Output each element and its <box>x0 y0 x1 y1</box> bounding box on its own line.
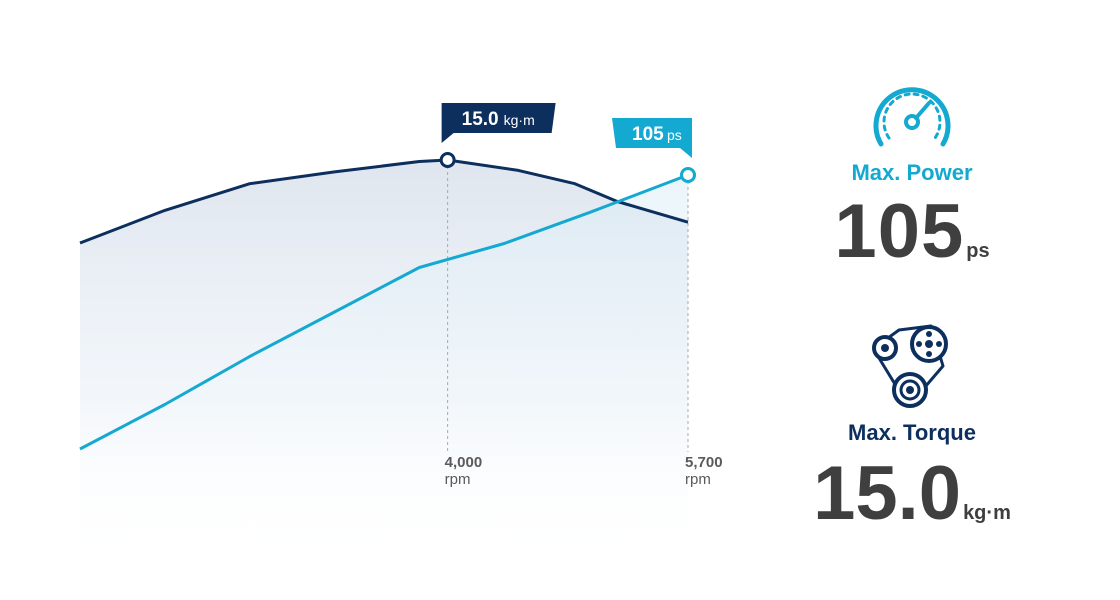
torque-callout-value: 15.0 <box>462 109 499 130</box>
belt-pulley-icon <box>872 324 948 408</box>
x-tick-unit: rpm <box>445 471 471 488</box>
max-torque-value: 15.0 kg·m <box>800 446 1024 542</box>
torque-callout-box <box>441 103 556 143</box>
power-callout-unit: ps <box>667 127 682 143</box>
max-power-value: 105 ps <box>800 186 1024 278</box>
max-torque-unit: kg·m <box>963 502 1011 524</box>
power-peak-marker <box>680 167 696 183</box>
max-torque-label: Max. Torque <box>848 420 976 445</box>
x-tick-label: 4,000 <box>445 454 483 471</box>
power-curve <box>79 173 689 451</box>
x-tick-label: 5,700 <box>685 454 723 471</box>
power-callout-box <box>612 118 692 158</box>
power-area-fill <box>80 175 688 560</box>
x-tick-unit: rpm <box>685 471 711 488</box>
max-power-label: Max. Power <box>851 160 973 185</box>
torque-callout-unit: kg·m <box>504 112 535 128</box>
max-power-unit: ps <box>966 240 990 262</box>
max-power-number: 105 <box>834 189 965 274</box>
torque-curve <box>79 158 689 245</box>
max-torque-number: 15.0 <box>813 451 962 536</box>
torque-callout: 15.0 kg·m <box>441 103 556 143</box>
max-torque-spec: Max. Torque 15.0 kg·m <box>800 322 1024 542</box>
power-callout: 105 ps <box>612 118 692 158</box>
speedometer-icon <box>873 87 951 147</box>
torque-peak-marker <box>439 152 456 168</box>
max-power-spec: Max. Power 105 ps <box>800 78 1024 278</box>
power-callout-value: 105 <box>632 124 664 145</box>
